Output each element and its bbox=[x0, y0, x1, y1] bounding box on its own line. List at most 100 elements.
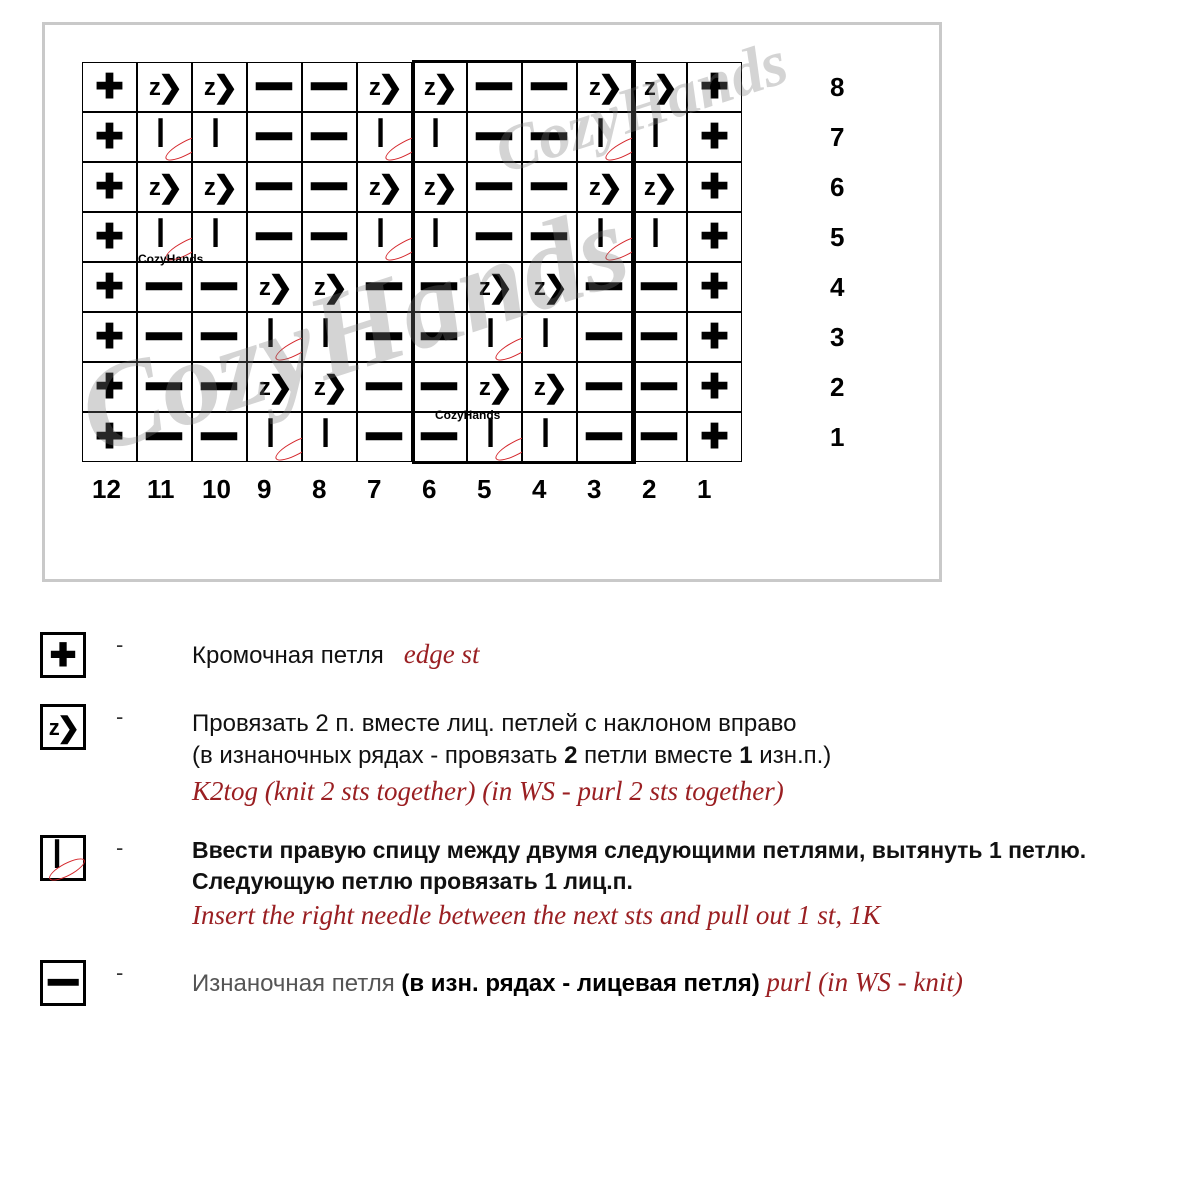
chart-cell: ━ bbox=[412, 312, 467, 362]
knitting-chart-grid: ✚z❯z❯━━z❯z❯━━z❯z❯✚✚II━━II━━II✚✚z❯z❯━━z❯z… bbox=[82, 62, 742, 462]
chart-cell: ━ bbox=[522, 162, 577, 212]
chart-cell: ✚ bbox=[82, 412, 137, 462]
legend-text-k2tog: Провязать 2 п. вместе лиц. петлей с накл… bbox=[192, 704, 831, 809]
chart-cell: ━ bbox=[577, 412, 632, 462]
col-number-label: 12 bbox=[92, 474, 121, 505]
chart-cell: I bbox=[247, 312, 302, 362]
chart-cell: ✚ bbox=[82, 362, 137, 412]
legend-row-k2tog: z❯ - Провязать 2 п. вместе лиц. петлей с… bbox=[40, 704, 1160, 809]
chart-cell: ✚ bbox=[687, 412, 742, 462]
legend-text-edge: Кромочная петля edge st bbox=[192, 632, 480, 672]
chart-cell: ✚ bbox=[687, 312, 742, 362]
legend-row-purl: ━ - Изнаночная петля (в изн. рядах - лиц… bbox=[40, 960, 1160, 1006]
chart-cell: ━ bbox=[632, 412, 687, 462]
legend-separator: - bbox=[86, 704, 192, 730]
col-number-label: 4 bbox=[532, 474, 546, 505]
chart-cell: ━ bbox=[302, 112, 357, 162]
chart-cell: I bbox=[412, 212, 467, 262]
chart-cell: z❯ bbox=[192, 162, 247, 212]
chart-cell: I bbox=[302, 412, 357, 462]
chart-cell: ━ bbox=[522, 212, 577, 262]
chart-cell: I bbox=[247, 412, 302, 462]
chart-cell: ━ bbox=[577, 312, 632, 362]
legend-text-insert: Ввести правую спицу между двумя следующи… bbox=[192, 835, 1086, 934]
chart-cell: I bbox=[632, 212, 687, 262]
chart-cell: ━ bbox=[247, 62, 302, 112]
legend-separator: - bbox=[86, 632, 192, 658]
chart-cell: z❯ bbox=[247, 262, 302, 312]
chart-cell: z❯ bbox=[577, 162, 632, 212]
chart-cell: I bbox=[577, 212, 632, 262]
chart-cell: z❯ bbox=[412, 162, 467, 212]
chart-cell: I bbox=[357, 212, 412, 262]
chart-cell: z❯ bbox=[522, 262, 577, 312]
col-number-label: 7 bbox=[367, 474, 381, 505]
chart-cell: ✚ bbox=[687, 212, 742, 262]
col-number-label: 2 bbox=[642, 474, 656, 505]
row-number-label: 4 bbox=[830, 272, 844, 303]
chart-cell: ━ bbox=[247, 162, 302, 212]
chart-cell: z❯ bbox=[357, 162, 412, 212]
chart-cell: ━ bbox=[467, 162, 522, 212]
chart-cell: ✚ bbox=[82, 212, 137, 262]
chart-cell: I bbox=[357, 112, 412, 162]
chart-cell: I bbox=[192, 112, 247, 162]
chart-cell: z❯ bbox=[467, 262, 522, 312]
legend-symbol-bar-ellipse: I bbox=[40, 835, 86, 881]
chart-cell: z❯ bbox=[247, 362, 302, 412]
chart-cell: ━ bbox=[192, 412, 247, 462]
chart-cell: ✚ bbox=[82, 162, 137, 212]
chart-cell: I bbox=[632, 112, 687, 162]
col-number-label: 3 bbox=[587, 474, 601, 505]
chart-cell: ━ bbox=[412, 412, 467, 462]
chart-cell: I bbox=[192, 212, 247, 262]
chart-cell: ━ bbox=[302, 162, 357, 212]
chart-cell: z❯ bbox=[302, 362, 357, 412]
chart-cell: ━ bbox=[247, 112, 302, 162]
chart-cell: z❯ bbox=[192, 62, 247, 112]
chart-cell: ━ bbox=[522, 62, 577, 112]
chart-cell: z❯ bbox=[522, 362, 577, 412]
chart-cell: z❯ bbox=[137, 62, 192, 112]
chart-cell: ━ bbox=[192, 262, 247, 312]
col-number-label: 9 bbox=[257, 474, 271, 505]
chart-cell: ✚ bbox=[687, 262, 742, 312]
col-number-label: 8 bbox=[312, 474, 326, 505]
chart-cell: z❯ bbox=[577, 62, 632, 112]
row-number-label: 5 bbox=[830, 222, 844, 253]
row-number-label: 2 bbox=[830, 372, 844, 403]
chart-cell: ━ bbox=[137, 362, 192, 412]
chart-cell: ✚ bbox=[687, 112, 742, 162]
legend: ✚ - Кромочная петля edge st z❯ - Провяза… bbox=[40, 632, 1160, 1006]
chart-cell: ✚ bbox=[82, 62, 137, 112]
chart-cell: I bbox=[137, 112, 192, 162]
chart-cell: z❯ bbox=[467, 362, 522, 412]
chart-cell: ✚ bbox=[82, 262, 137, 312]
chart-cell: ━ bbox=[137, 262, 192, 312]
col-number-label: 10 bbox=[202, 474, 231, 505]
legend-symbol-z-arrow: z❯ bbox=[40, 704, 86, 750]
chart-cell: ━ bbox=[137, 412, 192, 462]
col-number-label: 11 bbox=[147, 474, 175, 505]
chart-cell: ━ bbox=[192, 362, 247, 412]
chart-cell: ━ bbox=[632, 362, 687, 412]
chart-cell: ━ bbox=[632, 312, 687, 362]
legend-separator: - bbox=[86, 960, 192, 986]
chart-cell: z❯ bbox=[357, 62, 412, 112]
chart-cell: ━ bbox=[302, 62, 357, 112]
chart-cell: z❯ bbox=[137, 162, 192, 212]
col-number-label: 5 bbox=[477, 474, 491, 505]
chart-cell: ━ bbox=[577, 362, 632, 412]
chart-cell: I bbox=[577, 112, 632, 162]
chart-cell: ━ bbox=[357, 412, 412, 462]
chart-cell: ━ bbox=[632, 262, 687, 312]
legend-symbol-dash: ━ bbox=[40, 960, 86, 1006]
chart-cell: ━ bbox=[357, 312, 412, 362]
row-number-label: 7 bbox=[830, 122, 844, 153]
chart-cell: ✚ bbox=[82, 112, 137, 162]
chart-cell: ━ bbox=[357, 262, 412, 312]
chart-cell: ━ bbox=[467, 112, 522, 162]
chart-cell: I bbox=[522, 312, 577, 362]
chart-cell: I bbox=[412, 112, 467, 162]
row-number-label: 1 bbox=[830, 422, 844, 453]
